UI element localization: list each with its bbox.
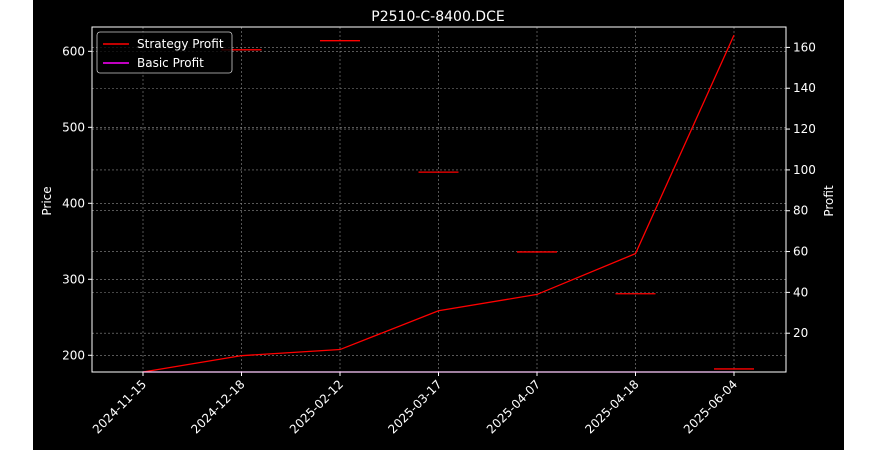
right-tick-label: 160 (793, 40, 816, 54)
y-axis-label-left: Price (40, 186, 54, 215)
legend: Strategy Profit Basic Profit (96, 31, 233, 74)
left-tick-label: 300 (62, 272, 85, 286)
right-tick-label: 40 (793, 285, 808, 299)
right-tick-label: 60 (793, 245, 808, 259)
price-marks (221, 40, 754, 370)
left-tick-label: 500 (62, 120, 85, 134)
left-tick-label: 400 (62, 196, 85, 210)
right-axis-ticks: 20 40 60 80 100 120 140 160 (786, 40, 816, 340)
legend-box (96, 31, 233, 74)
right-tick-label: 120 (793, 122, 816, 136)
right-tick-label: 80 (793, 204, 808, 218)
grid-lines (92, 27, 786, 372)
right-tick-label: 140 (793, 81, 816, 95)
left-axis-ticks: 200 300 400 500 600 (62, 44, 92, 362)
legend-label: Basic Profit (137, 56, 204, 70)
right-tick-label: 100 (793, 163, 816, 177)
legend-label: Strategy Profit (137, 37, 224, 51)
series-line (142, 34, 735, 373)
right-tick-label: 20 (793, 326, 808, 340)
chart-title: P2510-C-8400.DCE (371, 9, 504, 25)
left-tick-label: 600 (62, 44, 85, 58)
y-axis-label-right: Profit (822, 185, 836, 217)
plot-frame (91, 26, 787, 373)
left-tick-label: 200 (62, 348, 85, 362)
